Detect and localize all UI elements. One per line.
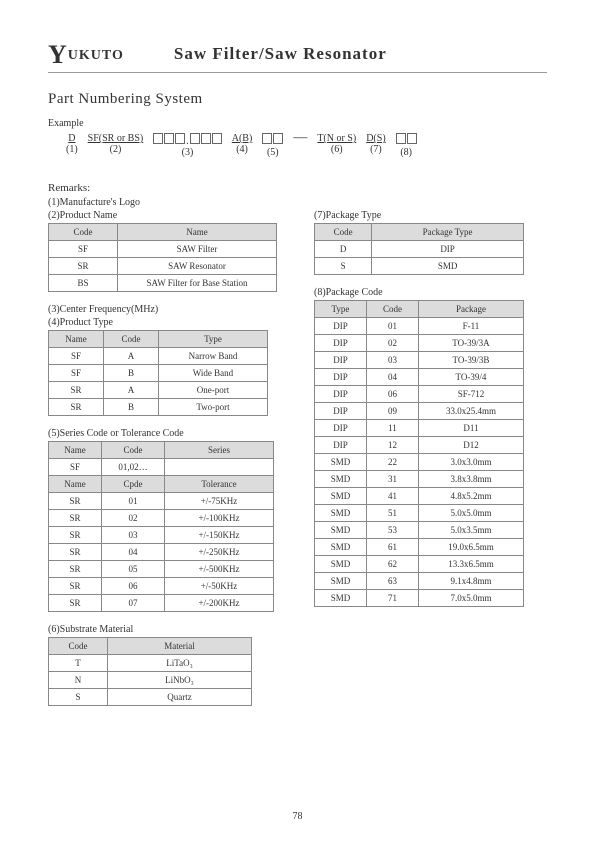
table-row: SMD6213.3x6.5mm	[315, 556, 524, 573]
table-row: DIP04TO-39/4	[315, 369, 524, 386]
table-row: SQuartz	[49, 689, 252, 706]
table-header: Code	[315, 224, 372, 241]
table-row: SFBWide Band	[49, 365, 268, 382]
remark-3: (3)Center Frequency(MHz)	[48, 304, 286, 315]
table-row: DDIP	[315, 241, 524, 258]
table-row: DIP01F-11	[315, 318, 524, 335]
logo: YUKUTO	[48, 40, 124, 70]
table-row: NLiNbO₃	[49, 672, 252, 689]
table-row: SMD414.8x5.2mm	[315, 488, 524, 505]
table-row: SR07+/-200KHz	[49, 595, 274, 612]
table-header: Material	[108, 638, 252, 655]
remark-7: (7)Package Type	[314, 210, 524, 221]
table-substrate: CodeMaterialTLiTaO₃NLiNbO₃SQuartz	[48, 637, 252, 706]
remarks-label: Remarks:	[48, 182, 547, 194]
remark-4: (4)Product Type	[48, 317, 286, 328]
table-row: SFSAW Filter	[49, 241, 277, 258]
table-series-tolerance: NameCodeSeriesSF01,02…NameCpdeToleranceS…	[48, 441, 274, 612]
table-package-code: TypeCodePackageDIP01F-11DIP02TO-39/3ADIP…	[314, 300, 524, 607]
table-row: SMD515.0x5.0mm	[315, 505, 524, 522]
table-header: Name	[118, 224, 277, 241]
table-header: Cpde	[102, 476, 165, 493]
remark-6: (6)Substrate Material	[48, 624, 286, 635]
example-row: D(1)SF(SR or BS)(2).(3)A(B)(4)(5)—T(N or…	[66, 133, 547, 158]
page-number: 78	[0, 811, 595, 822]
table-header: Name	[49, 476, 102, 493]
table-row: SF01,02…	[49, 459, 274, 476]
table-product-name: CodeNameSFSAW FilterSRSAW ResonatorBSSAW…	[48, 223, 277, 292]
table-row: DIP03TO-39/3B	[315, 352, 524, 369]
table-row: DIP06SF-712	[315, 386, 524, 403]
table-row: SMD639.1x4.8mm	[315, 573, 524, 590]
table-header: Type	[159, 331, 268, 348]
table-row: SMD6119.0x6.5mm	[315, 539, 524, 556]
table-row: SR02+/-100KHz	[49, 510, 274, 527]
table-row: SRSAW Resonator	[49, 258, 277, 275]
table-row: SFANarrow Band	[49, 348, 268, 365]
table-header: Series	[165, 442, 274, 459]
table-row: SR05+/-500KHz	[49, 561, 274, 578]
table-row: SR06+/-50KHz	[49, 578, 274, 595]
table-row: BSSAW Filter for Base Station	[49, 275, 277, 292]
table-row: SR04+/-250KHz	[49, 544, 274, 561]
pns-heading: Part Numbering System	[48, 91, 547, 108]
table-row: SR03+/-150KHz	[49, 527, 274, 544]
example-label: Example	[48, 118, 547, 129]
table-header: Tolerance	[165, 476, 274, 493]
table-row: SMD223.0x3.0mm	[315, 454, 524, 471]
doc-title: Saw Filter/Saw Resonator	[174, 44, 387, 64]
remark-1: (1)Manufacture's Logo	[48, 197, 547, 208]
remark-2: (2)Product Name	[48, 210, 286, 221]
remark-8: (8)Package Code	[314, 287, 524, 298]
table-header: Code	[49, 224, 118, 241]
table-row: SMD313.8x3.8mm	[315, 471, 524, 488]
table-row: SRBTwo-port	[49, 399, 268, 416]
remark-5: (5)Series Code or Tolerance Code	[48, 428, 286, 439]
table-row: SR01+/-75KHz	[49, 493, 274, 510]
table-row: DIP12D12	[315, 437, 524, 454]
table-header: Code	[102, 442, 165, 459]
table-row: DIP11D11	[315, 420, 524, 437]
table-row: SSMD	[315, 258, 524, 275]
header: YUKUTO Saw Filter/Saw Resonator	[48, 40, 547, 73]
table-row: SRAOne-port	[49, 382, 268, 399]
table-row: TLiTaO₃	[49, 655, 252, 672]
table-header: Name	[49, 442, 102, 459]
table-header: Code	[366, 301, 418, 318]
table-row: DIP0933.0x25.4mm	[315, 403, 524, 420]
table-header: Name	[49, 331, 104, 348]
table-header: Type	[315, 301, 367, 318]
table-row: SMD717.0x5.0mm	[315, 590, 524, 607]
table-header: Package Type	[372, 224, 524, 241]
table-row: SMD535.0x3.5mm	[315, 522, 524, 539]
table-header: Code	[104, 331, 159, 348]
table-package-type: CodePackage TypeDDIPSSMD	[314, 223, 524, 275]
table-product-type: NameCodeTypeSFANarrow BandSFBWide BandSR…	[48, 330, 268, 416]
table-header: Code	[49, 638, 108, 655]
table-row: DIP02TO-39/3A	[315, 335, 524, 352]
table-header: Package	[418, 301, 523, 318]
